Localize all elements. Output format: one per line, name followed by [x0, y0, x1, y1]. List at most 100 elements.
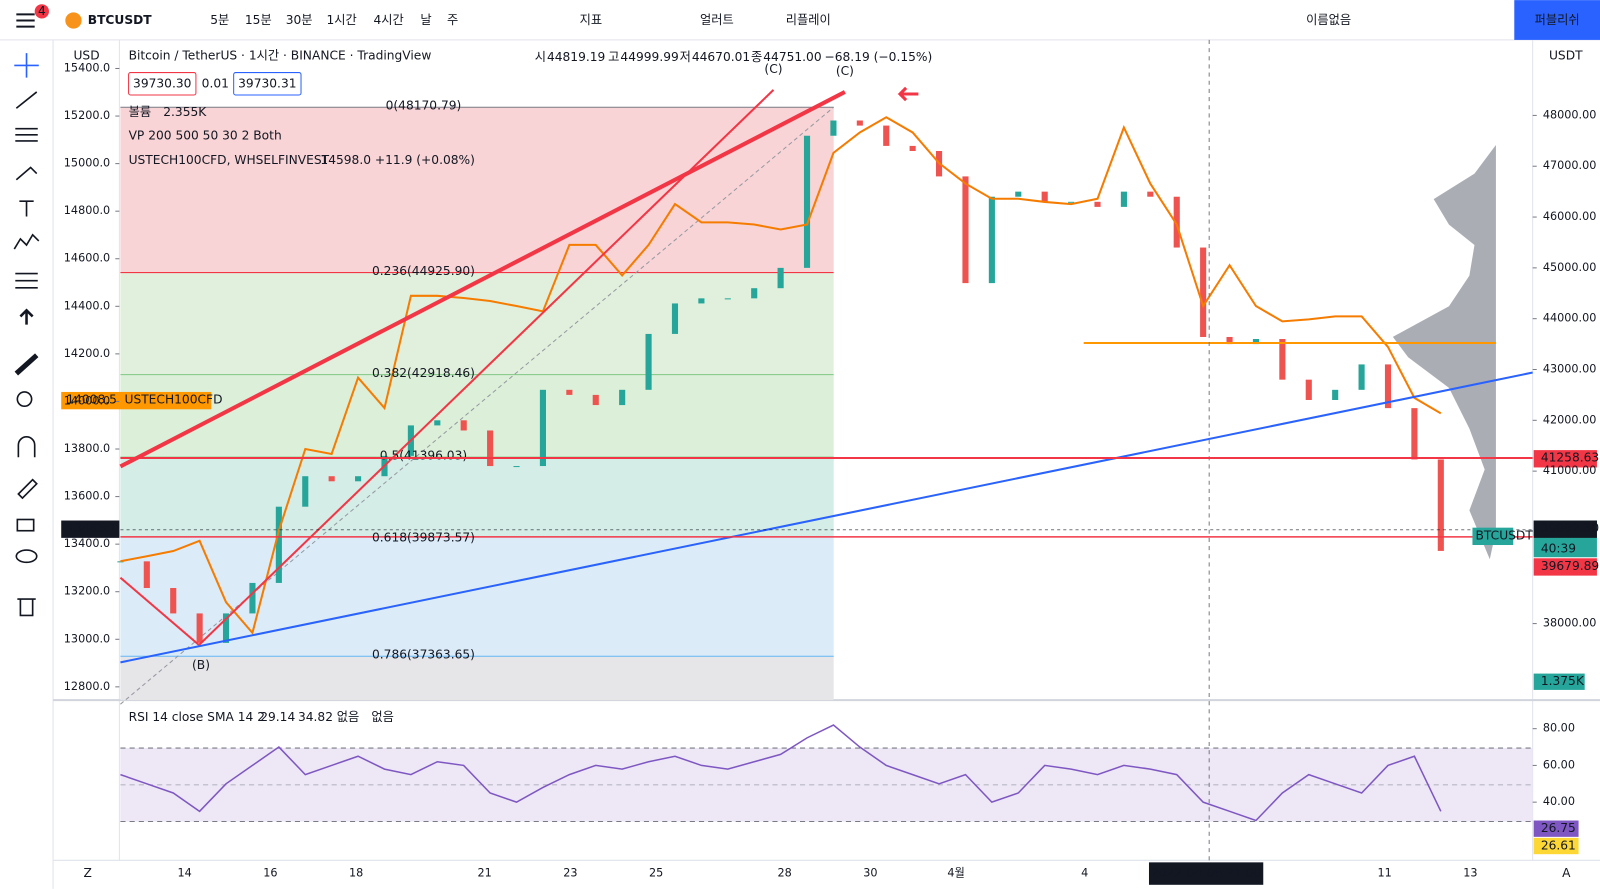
alerts-button[interactable]: 얼러트: [700, 13, 734, 27]
fib-tool[interactable]: [15, 127, 38, 142]
rsi-line: [120, 724, 1442, 822]
left-tick-label: 15200.0: [64, 109, 110, 122]
right-tick-label: 48000.00: [1543, 108, 1597, 121]
left-tick-label: 13200.0: [64, 585, 110, 598]
interval[interactable]: 30분: [286, 13, 313, 27]
zoom-button[interactable]: Z: [84, 866, 92, 880]
publish-label[interactable]: 퍼블리쉬: [1535, 13, 1580, 27]
candle: [170, 588, 177, 614]
candle: [513, 466, 520, 468]
candle: [222, 613, 230, 643]
fib-zone: [120, 536, 834, 657]
annotation: (C): [764, 62, 782, 76]
interval[interactable]: 1시간: [327, 13, 357, 27]
symbol-tag: BTCUSDT: [1476, 528, 1534, 542]
ohlc-key: 시: [535, 50, 546, 64]
pattern-tool[interactable]: [13, 233, 40, 250]
candle: [1358, 364, 1365, 390]
auto-button[interactable]: A: [1562, 866, 1571, 880]
indicators-button[interactable]: 지표: [580, 13, 603, 27]
candle: [909, 145, 916, 151]
level-tag: 41258.63: [1541, 450, 1599, 464]
candle: [355, 476, 362, 482]
countdown: 40:39: [1541, 542, 1576, 556]
currency-select[interactable]: USDT: [1549, 49, 1583, 63]
arrow-tool[interactable]: [19, 308, 34, 325]
right-tick-label: 43000.00: [1543, 363, 1597, 376]
left-tick-label: 14600.0: [64, 252, 110, 265]
zoom-tool[interactable]: [16, 391, 33, 408]
cursor-tool[interactable]: [14, 53, 39, 78]
candle: [645, 333, 652, 390]
interval[interactable]: 날: [420, 13, 431, 27]
annotation: (C): [836, 64, 854, 78]
lock-tool[interactable]: [16, 518, 35, 532]
drawing-mode[interactable]: [17, 478, 38, 500]
candle: [777, 267, 784, 289]
replay-button[interactable]: 리플레이: [786, 13, 831, 27]
tag-bg: [1472, 527, 1514, 546]
candle: [302, 476, 309, 507]
symbol-tag: USTECH100CFD: [124, 393, 222, 407]
left-tick-label: 15000.0: [64, 157, 110, 170]
menu[interactable]: [16, 13, 35, 28]
left-tick-label: 12800.0: [64, 680, 110, 693]
publish-button[interactable]: [1514, 0, 1600, 40]
candle: [856, 120, 863, 126]
tag-bg: [61, 520, 120, 538]
right-tick-label: 47000.00: [1543, 159, 1597, 172]
candle: [275, 506, 282, 583]
candle: [566, 389, 573, 395]
ohlc-key: 저: [680, 50, 691, 64]
visibility-tool[interactable]: [15, 549, 38, 564]
buy-box[interactable]: [233, 72, 302, 96]
candle: [988, 196, 995, 284]
interval[interactable]: 5분: [210, 13, 229, 27]
fib-label: 0.236(44925.90): [372, 264, 475, 278]
top-bar: [0, 0, 1600, 40]
compare-line: [120, 116, 1442, 636]
forecast-tool[interactable]: [15, 272, 38, 289]
line-tool[interactable]: [15, 91, 38, 109]
candle: [1094, 201, 1101, 207]
interval[interactable]: 4시간: [373, 13, 403, 27]
left-tick-label: 13800.0: [64, 442, 110, 455]
indicator-name: USTECH100CFD, WHSELFINVEST: [129, 153, 330, 167]
left-tick-label: 14800.0: [64, 204, 110, 217]
rsi-tick-label: 40.00: [1543, 795, 1575, 808]
interval[interactable]: 15분: [245, 13, 272, 27]
x-tick-label: 4: [1081, 867, 1088, 880]
candle: [1226, 336, 1233, 345]
arrow: [897, 86, 919, 102]
magnet-tool[interactable]: [17, 436, 36, 458]
sell-box[interactable]: [128, 72, 197, 96]
text-tool[interactable]: [19, 200, 34, 217]
delete-tool[interactable]: [17, 598, 36, 617]
symbol[interactable]: BTCUSDT: [88, 13, 153, 27]
candle: [1015, 191, 1022, 197]
brush-tool[interactable]: [15, 166, 38, 181]
spread: 0.01: [202, 76, 229, 90]
bid[interactable]: 39730.30: [133, 76, 191, 90]
currency-select[interactable]: USD: [73, 49, 99, 63]
left-tick-label: 13400.0: [64, 537, 110, 550]
left-tick-label: 14000.0: [64, 394, 110, 407]
fib-zone: [120, 457, 834, 537]
trend-line: [119, 90, 846, 469]
symbol-icon: [65, 12, 82, 29]
x-tick-label: 23: [563, 867, 577, 880]
left-tick-label: 15400.0: [64, 61, 110, 74]
measure-tool[interactable]: [14, 353, 39, 376]
interval[interactable]: 주: [447, 13, 458, 27]
candle: [539, 389, 546, 467]
candle: [1332, 389, 1339, 400]
candle: [1279, 339, 1286, 380]
trend-line: [119, 576, 200, 646]
badge-count: 4: [38, 4, 46, 18]
layout-name[interactable]: 이름없음: [1306, 13, 1351, 27]
crosshair-label: 2022-04-06 21:00: [1151, 866, 1261, 880]
candle: [196, 613, 203, 643]
ask[interactable]: 39730.31: [238, 76, 296, 90]
tag-bg: [1533, 450, 1597, 468]
